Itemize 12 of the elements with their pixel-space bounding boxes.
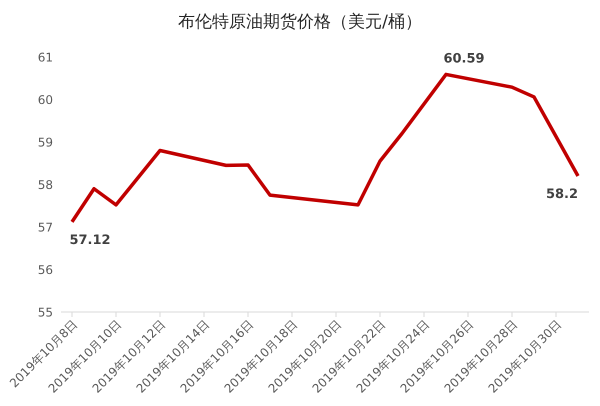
y-tick-label: 57 (38, 220, 53, 234)
data-label: 58.2 (546, 187, 578, 202)
data-label: 57.12 (69, 232, 111, 248)
y-tick-label: 61 (38, 50, 53, 64)
chart-title: 布伦特原油期货价格（美元/桶） (177, 11, 423, 33)
y-tick-label: 56 (38, 262, 53, 277)
data-label: 60.59 (443, 51, 485, 66)
line-series (70, 72, 580, 224)
y-tick-label: 60 (38, 92, 53, 107)
y-tick-label: 55 (38, 305, 53, 320)
y-tick-label: 58 (38, 178, 53, 192)
y-tick-label: 59 (38, 135, 53, 150)
